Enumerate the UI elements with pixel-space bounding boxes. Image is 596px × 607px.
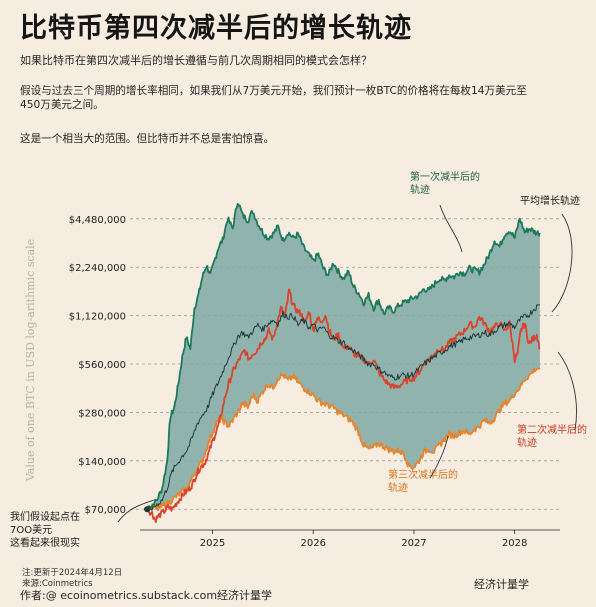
x-tick-label: 2026 bbox=[301, 538, 326, 549]
series-lines bbox=[144, 202, 541, 523]
y-tick-label: $1,120,000 bbox=[69, 312, 126, 323]
y-tick-label: $70,000 bbox=[85, 505, 126, 516]
y-tick-label: $4,480,000 bbox=[69, 215, 126, 226]
third-cycle-label: 第三次减半后的轨迹 bbox=[388, 468, 458, 494]
y-tick-label: $560,000 bbox=[78, 360, 126, 371]
range-band-area bbox=[147, 203, 540, 512]
y-tick-label: $140,000 bbox=[78, 457, 126, 468]
chart-subtitle: 如果比特币在第四次减半后的增长遵循与前几次周期相同的模式会怎样？ bbox=[20, 54, 372, 67]
y-tick-label: $280,000 bbox=[78, 408, 126, 419]
update-note: 注:更新于2024年4月12日 bbox=[22, 568, 123, 578]
average-line bbox=[146, 304, 541, 511]
start-point-label: 我们假设起点在 7OO美元这看起来很现实 bbox=[10, 510, 80, 549]
start-point-marker bbox=[144, 506, 151, 513]
range-band bbox=[147, 203, 540, 512]
brand-name: 经济计量学 bbox=[474, 578, 529, 591]
y-axis-label: Value of one BTC in USD log-arithmic sca… bbox=[24, 239, 37, 482]
second-cycle-arrow bbox=[557, 351, 577, 431]
author-credit: 作者:@ ecoinometrics.substack.com经济计量学 bbox=[20, 589, 273, 602]
annotations: 第一次减半后的轨迹平均增长轨迹第二次减半后的轨迹第三次减半后的轨迹我们假设起点在… bbox=[10, 170, 587, 549]
x-tick-label: 2028 bbox=[502, 538, 527, 549]
first-cycle-line bbox=[146, 202, 541, 511]
average-label: 平均增长轨迹 bbox=[520, 194, 580, 207]
third-cycle-line bbox=[146, 367, 541, 513]
first-cycle-arrow bbox=[439, 204, 463, 253]
start-point-arrow bbox=[117, 499, 155, 523]
source-note: 来源:Coinmetrics bbox=[22, 579, 93, 589]
second-cycle-line bbox=[146, 288, 541, 523]
average-arrow bbox=[551, 213, 573, 313]
x-tick-label: 2027 bbox=[401, 538, 426, 549]
chart-note: 这是一个相当大的范围。但比特币并不总是害怕惊喜。 bbox=[20, 133, 275, 145]
first-cycle-label: 第一次减半后的轨迹 bbox=[410, 170, 480, 196]
x-tick-label: 2025 bbox=[200, 538, 225, 549]
axes: $70,000 $140,000 $280,000 $560,000 $1,120,00… bbox=[24, 215, 560, 549]
chart-title: 比特币第四次减半后的增长轨迹 bbox=[20, 13, 412, 44]
third-cycle-arrow bbox=[429, 435, 449, 479]
y-tick-label: $2,240,000 bbox=[69, 263, 126, 274]
chart-description: 假设与过去三个周期的增长率相同，如果我们从7万美元开始，我们预计一枚BTC的价格… bbox=[20, 85, 527, 111]
second-cycle-label: 第二次减半后的轨迹 bbox=[517, 423, 587, 449]
